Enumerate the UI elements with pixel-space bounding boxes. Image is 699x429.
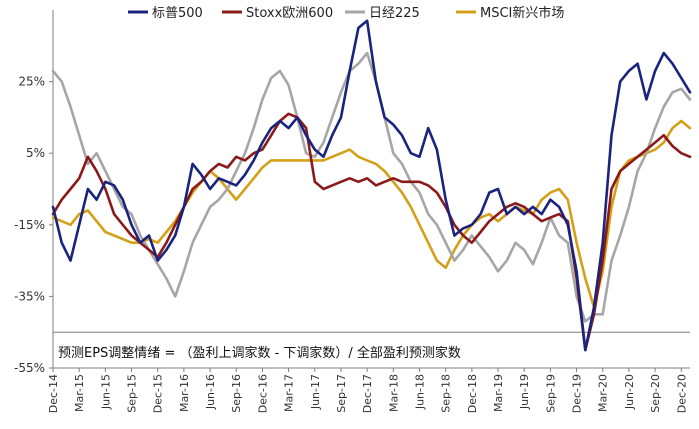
x-tick-label: Jun-17 bbox=[309, 374, 322, 410]
x-tick-label: Sep-15 bbox=[126, 374, 139, 413]
y-tick-label: -15% bbox=[14, 218, 45, 232]
x-tick-label: Dec-16 bbox=[256, 374, 269, 413]
x-tick-label: Jun-19 bbox=[518, 374, 531, 410]
x-tick-label: Sep-19 bbox=[544, 374, 557, 413]
x-tick-label: Mar-16 bbox=[178, 374, 191, 412]
x-tick-label: Dec-20 bbox=[675, 374, 688, 413]
x-tick-label: Mar-19 bbox=[492, 374, 505, 412]
legend: 标普500 Stoxx欧洲600 日经225 MSCI新兴市场 bbox=[128, 5, 564, 21]
x-tick-label: Dec-19 bbox=[571, 374, 584, 413]
legend-label-3: MSCI新兴市场 bbox=[480, 5, 564, 21]
axes: -55% -35% -15% 5% 25% Dec-14 Mar-15 Jun-15 Sep-1… bbox=[14, 10, 690, 413]
legend-label-1: Stoxx欧洲600 bbox=[246, 6, 333, 21]
y-tick-label: 25% bbox=[18, 75, 45, 89]
x-tick-label: Dec-18 bbox=[466, 374, 479, 413]
x-tick-label: Jun-20 bbox=[623, 374, 636, 410]
legend-label-2: 日经225 bbox=[369, 6, 420, 21]
y-tick-label: -35% bbox=[14, 289, 45, 303]
x-tick-label: Mar-17 bbox=[283, 374, 296, 412]
x-tick-label: Sep-16 bbox=[230, 374, 243, 413]
series-line-1 bbox=[51, 112, 692, 352]
series-layer bbox=[51, 19, 692, 352]
x-tick-label: Jun-18 bbox=[413, 374, 426, 410]
x-tick-label: Sep-17 bbox=[335, 374, 348, 413]
x-tick-label: Mar-18 bbox=[387, 374, 400, 412]
series-line-3 bbox=[51, 119, 692, 309]
x-tick-label: Jun-15 bbox=[99, 374, 112, 410]
x-tick-label: Sep-18 bbox=[440, 374, 453, 413]
legend-label-0: 标普500 bbox=[152, 6, 203, 21]
x-tick-label: Mar-15 bbox=[73, 374, 86, 412]
y-tick-label: 5% bbox=[26, 146, 45, 160]
x-tick-label: Jun-16 bbox=[204, 374, 217, 410]
x-tick-label: Sep-20 bbox=[649, 374, 662, 413]
x-tick-label: Dec-17 bbox=[361, 374, 374, 413]
x-tick-label: Dec-14 bbox=[47, 374, 60, 413]
x-tick-label: Dec-15 bbox=[152, 374, 165, 413]
series-line-0 bbox=[51, 19, 692, 352]
x-tick-label: Mar-20 bbox=[597, 374, 610, 412]
y-tick-label: -55% bbox=[14, 361, 45, 375]
series-line-2 bbox=[51, 51, 692, 323]
annotation-text: 预测EPS调整情绪 = （盈利上调家数 - 下调家数）/ 全部盈利预测家数 bbox=[58, 345, 461, 361]
